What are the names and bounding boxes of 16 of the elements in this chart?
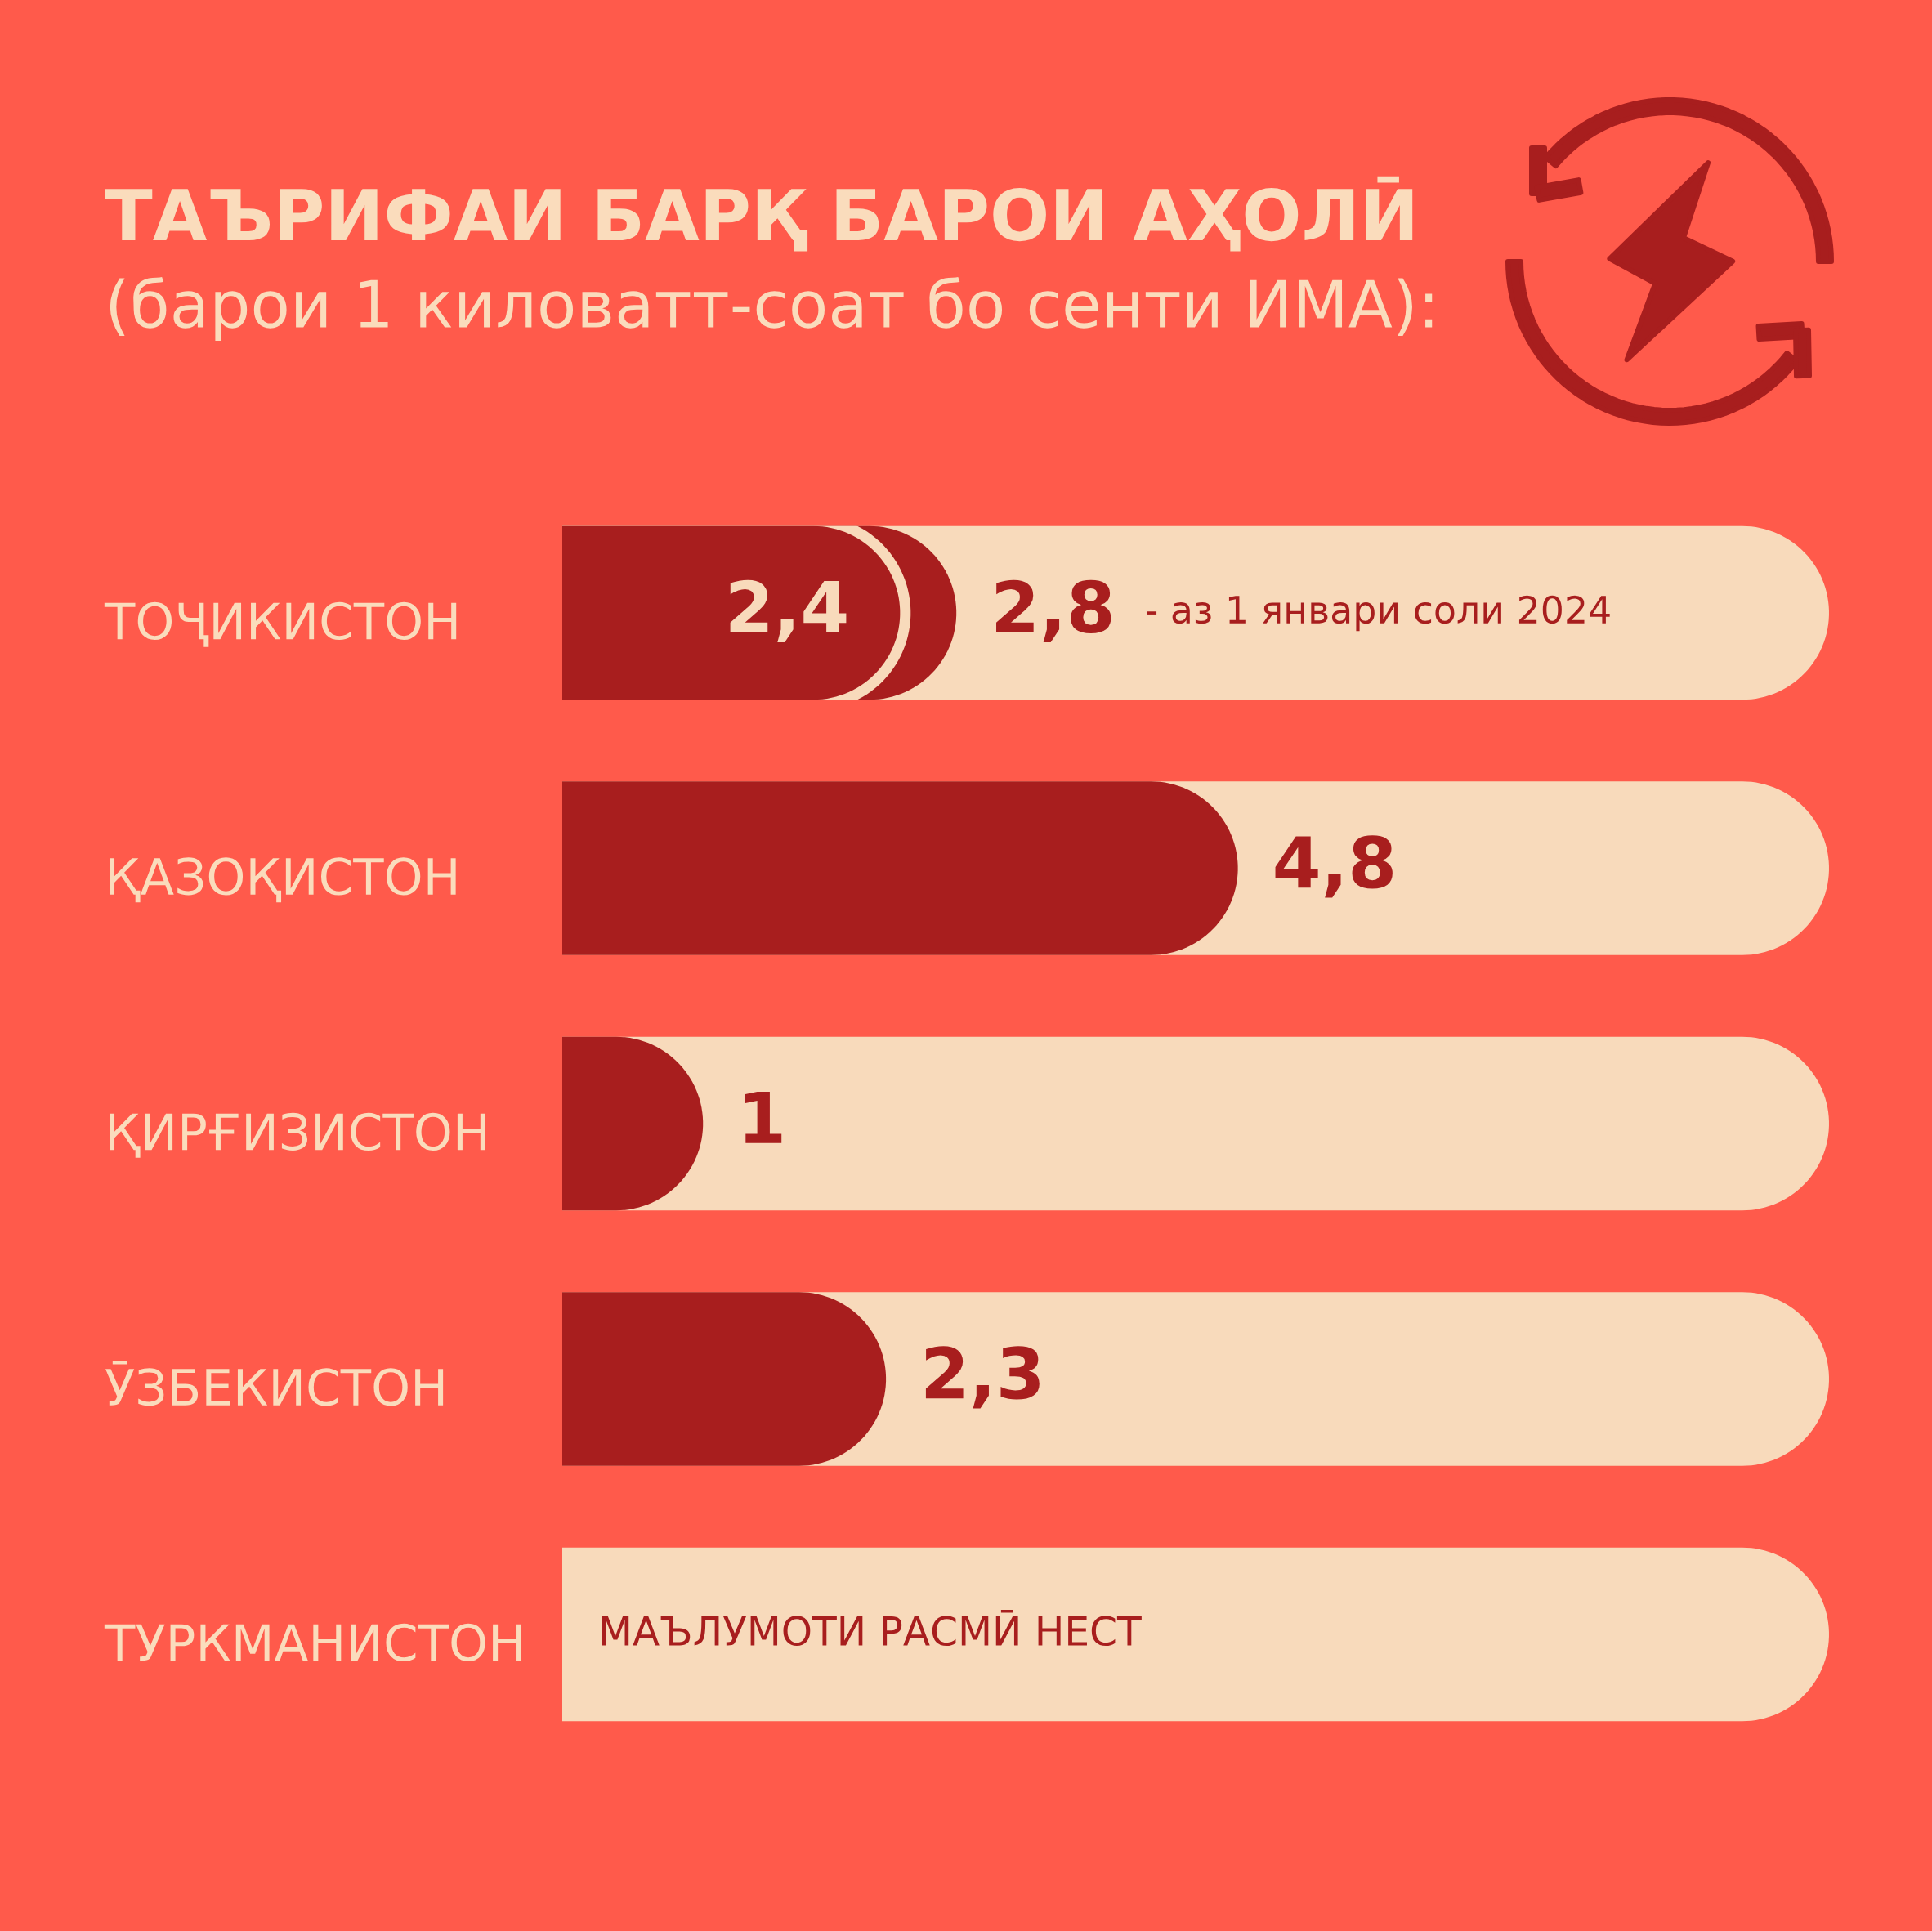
y-tick-label: ТУРКМАНИСТОН	[104, 1623, 521, 1662]
data-label: 1	[745, 1091, 782, 1143]
data-label: 4,8	[1275, 835, 1393, 898]
text: МАЪЛУМОТИ РАСМӢ НЕСТ	[602, 1609, 1142, 1647]
y-tick-label: ТОҶИКИСТОН	[104, 601, 457, 647]
y-tick-label: ҚАЗОҚИСТОН	[110, 857, 456, 903]
chart-subtitle: (барои 1 киловатт-соат бо сенти ИМА):	[110, 277, 1433, 341]
bar	[562, 781, 1238, 955]
bar	[562, 1292, 887, 1466]
y-tick-label: ҚИРҒИЗИСТОН	[110, 1112, 485, 1158]
y-tick-label: ӮЗБЕКИСТОН	[105, 1361, 444, 1406]
text: - аз 1 январи соли 2024	[1147, 595, 1610, 632]
data-label: 2,8	[996, 579, 1111, 642]
data-label: 2,4	[730, 579, 847, 642]
data-label: 2,3	[925, 1346, 1040, 1409]
chart-title: ТАЪРИФАИ БАРҚ БАРОИ АҲОЛӢ	[105, 176, 1413, 252]
